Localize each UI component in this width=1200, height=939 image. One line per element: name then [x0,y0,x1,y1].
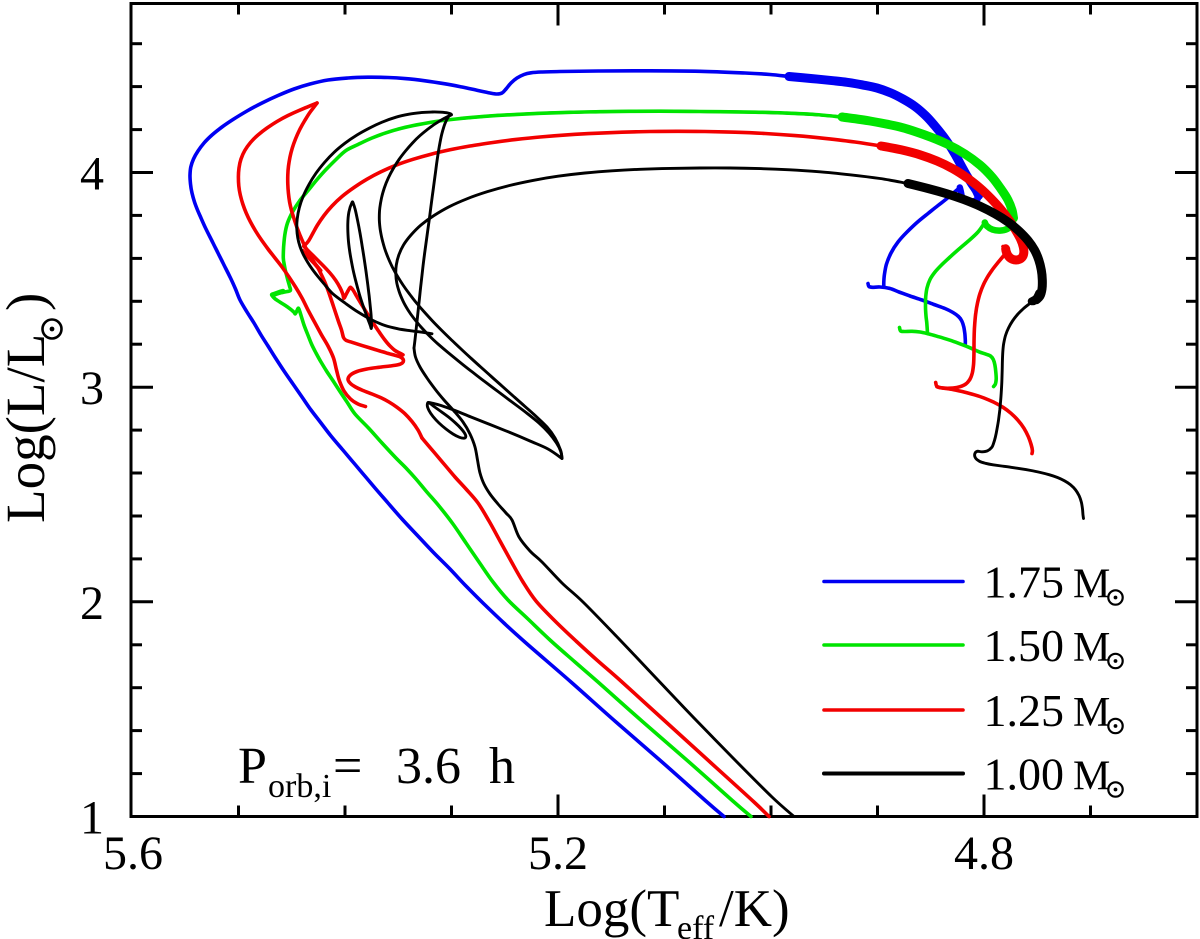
svg-text:orb,i: orb,i [268,768,331,805]
svg-text:Log(L/L: Log(L/L [0,334,56,523]
svg-text:M: M [1073,754,1110,800]
svg-text:1.50: 1.50 [984,620,1065,671]
svg-text:P: P [238,738,267,795]
svg-text:Log(T: Log(T [544,880,679,938]
svg-text:eff: eff [677,910,715,939]
svg-text:/K): /K) [719,880,790,938]
svg-text:1.00: 1.00 [984,749,1065,800]
svg-text:M: M [1073,625,1110,671]
svg-text:4: 4 [80,148,104,201]
svg-text:M: M [1073,690,1110,736]
svg-text:1.25: 1.25 [984,685,1065,736]
svg-text:3.6: 3.6 [396,738,461,795]
svg-text:1.75: 1.75 [984,557,1065,608]
svg-text:1: 1 [80,792,104,845]
svg-text:): ) [0,293,56,311]
svg-text:2: 2 [80,577,104,630]
svg-text:4.8: 4.8 [954,827,1014,880]
svg-text:=: = [333,738,362,795]
svg-text:5.6: 5.6 [103,827,163,880]
svg-text:M: M [1073,562,1110,608]
svg-text:h: h [489,738,515,795]
svg-text:3: 3 [80,362,104,415]
svg-text:5.2: 5.2 [528,827,588,880]
